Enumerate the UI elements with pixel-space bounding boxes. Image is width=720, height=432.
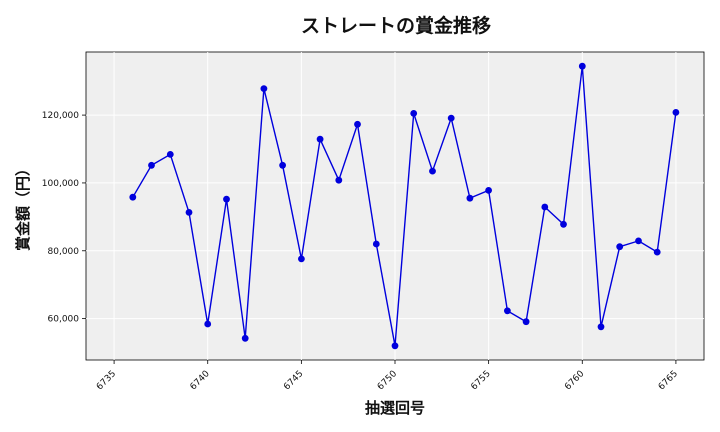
x-tick-label: 6760	[563, 369, 586, 392]
chart-title: ストレートの賞金推移	[301, 14, 491, 37]
y-tick-label: 100,000	[42, 179, 79, 189]
data-point	[391, 342, 399, 350]
x-tick-label: 6765	[657, 369, 680, 392]
data-point	[298, 255, 305, 263]
data-point	[410, 110, 418, 117]
data-point	[447, 114, 455, 122]
data-point	[166, 151, 174, 158]
y-tick-label: 80,000	[48, 247, 80, 257]
x-tick-label: 6755	[469, 369, 492, 392]
data-point	[335, 176, 343, 184]
data-point	[429, 167, 436, 175]
data-point	[616, 243, 624, 251]
x-tick-label: 6735	[95, 369, 118, 392]
data-point	[672, 109, 680, 116]
x-tick-label: 6745	[282, 369, 305, 392]
data-point	[597, 323, 605, 331]
data-point	[653, 248, 661, 256]
data-points	[129, 62, 680, 350]
data-point	[504, 307, 511, 315]
y-axis: 60,000 80,000 100,000 120,000	[42, 111, 86, 325]
data-point	[148, 161, 155, 169]
data-point	[129, 193, 137, 201]
data-point	[241, 334, 249, 342]
y-tick-label: 120,000	[42, 111, 79, 121]
x-axis: 6735 6740 6745 6750 6755 6760 6765	[95, 360, 680, 392]
data-point	[466, 194, 474, 202]
data-point	[578, 62, 586, 70]
data-point	[223, 195, 230, 203]
y-axis-label: 賞金額（円）	[14, 161, 32, 251]
data-point	[522, 318, 530, 326]
data-point	[279, 161, 286, 169]
data-point	[260, 85, 268, 92]
data-point	[635, 237, 642, 245]
y-tick-label: 60,000	[48, 315, 80, 325]
data-point	[485, 187, 492, 194]
data-point	[204, 320, 212, 328]
data-point	[541, 203, 549, 211]
x-tick-label: 6740	[189, 369, 212, 392]
data-point	[354, 120, 361, 128]
x-tick-label: 6750	[376, 369, 399, 392]
x-axis-label: 抽選回号	[365, 399, 425, 417]
data-point	[560, 220, 567, 228]
data-point	[372, 240, 380, 248]
series-line	[132, 66, 677, 346]
grid	[86, 52, 704, 360]
data-point	[316, 135, 324, 143]
data-point	[185, 209, 193, 216]
